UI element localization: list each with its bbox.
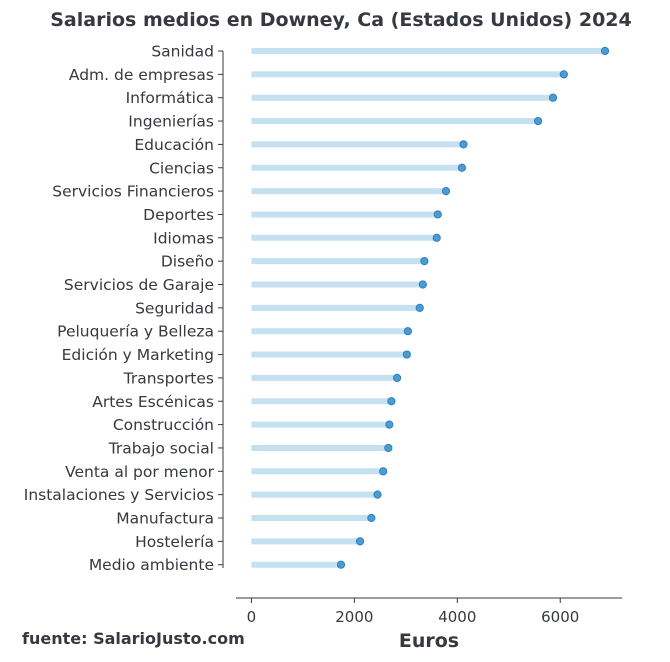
category-label-educacion: Educación <box>134 136 214 154</box>
x-tick-label-2000: 2000 <box>335 608 373 626</box>
category-label-construccion: Construcción <box>113 416 214 434</box>
x-ticks: 0 2000 4000 6000 <box>247 598 579 626</box>
point-diseno <box>420 257 429 266</box>
category-labels: Sanidad Adm. de empresas Informática Ingeni… <box>24 43 223 574</box>
category-label-venta-al-por-menor: Venta al por menor <box>65 463 215 481</box>
point-deportes <box>433 210 442 219</box>
category-label-idiomas: Idiomas <box>153 229 214 247</box>
point-servicios-de-garaje <box>418 280 427 289</box>
point-informatica <box>548 93 558 102</box>
point-venta-al-por-menor <box>379 467 388 476</box>
category-label-edicion-y-marketing: Edición y Marketing <box>62 346 214 364</box>
x-tick-label-0: 0 <box>247 608 257 626</box>
point-edicion-y-marketing <box>402 350 411 359</box>
category-label-servicios-financieros: Servicios Financieros <box>52 183 214 201</box>
x-tick-label-6000: 6000 <box>541 608 579 626</box>
point-educacion <box>459 140 468 149</box>
point-idiomas <box>432 233 441 242</box>
point-transportes <box>392 373 402 382</box>
category-label-ciencias: Ciencias <box>149 159 214 177</box>
category-label-seguridad: Seguridad <box>135 299 214 317</box>
point-hosteleria <box>355 537 365 546</box>
point-sanidad <box>600 46 610 56</box>
category-label-peluqueria-y-belleza: Peluquería y Belleza <box>57 323 214 341</box>
category-label-medio-ambiente: Medio ambiente <box>89 556 214 574</box>
category-label-hosteleria: Hostelería <box>135 533 214 551</box>
category-label-artes-escenicas: Artes Escénicas <box>92 393 214 411</box>
category-label-deportes: Deportes <box>143 206 214 224</box>
point-ingenierias <box>534 116 543 126</box>
category-label-instalaciones-y-servicios: Instalaciones y Servicios <box>24 486 214 504</box>
point-construccion <box>385 420 394 429</box>
point-trabajo-social <box>384 443 393 453</box>
x-axis-label: Euros <box>399 630 459 652</box>
category-label-sanidad: Sanidad <box>151 43 214 61</box>
point-peluqueria-y-belleza <box>403 327 412 336</box>
category-label-informatica: Informática <box>126 89 214 107</box>
category-label-diseno: Diseño <box>161 253 214 271</box>
point-manufactura <box>367 513 376 523</box>
dots-group <box>336 46 610 569</box>
point-servicios-financieros <box>441 187 451 196</box>
point-seguridad <box>415 303 424 312</box>
category-label-servicios-de-garaje: Servicios de Garaje <box>64 276 214 294</box>
point-adm-de-empresas <box>559 70 568 79</box>
category-label-trabajo-social: Trabajo social <box>108 439 214 457</box>
chart-title: Salarios medios en Downey, Ca (Estados U… <box>50 9 631 31</box>
category-label-manufactura: Manufactura <box>116 510 214 528</box>
x-tick-label-4000: 4000 <box>438 608 476 626</box>
point-ciencias <box>457 163 467 172</box>
point-medio-ambiente <box>336 560 346 569</box>
point-artes-escenicas <box>387 397 396 406</box>
category-label-adm-de-empresas: Adm. de empresas <box>69 66 214 84</box>
point-instalaciones-y-servicios <box>373 490 382 499</box>
source-credit: fuente: SalarioJusto.com <box>22 629 245 648</box>
category-label-transportes: Transportes <box>123 369 214 387</box>
stems-group <box>251 48 606 568</box>
category-label-ingenierias: Ingenierías <box>128 113 214 131</box>
